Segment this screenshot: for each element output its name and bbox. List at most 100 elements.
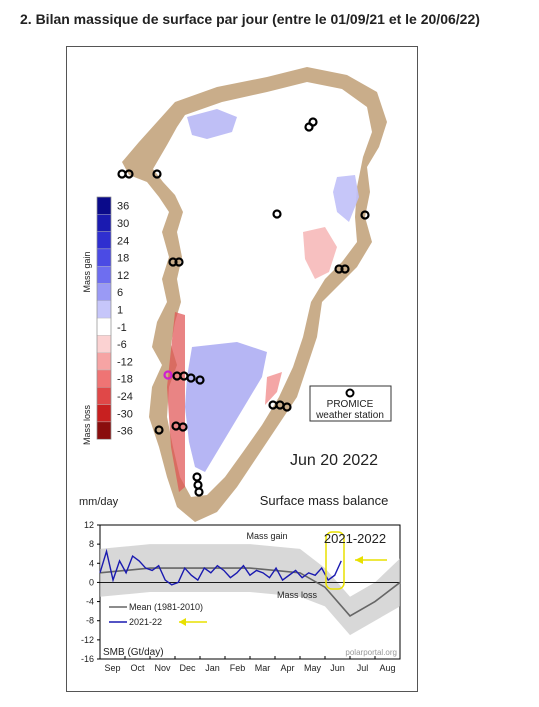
current-period-box (325, 531, 345, 590)
chart-ylabel: SMB (Gt/day) (103, 647, 164, 658)
smb-figure: PROMICE weather station Jun 20 2022 Surf… (66, 46, 418, 692)
x-tick-label: Mar (255, 663, 271, 673)
colorbar-segment (96, 196, 112, 215)
page-heading: 2. Bilan massique de surface par jour (e… (20, 11, 480, 27)
station-marker (174, 257, 184, 267)
colorbar-tick-label: -30 (117, 408, 133, 420)
colorbar-tick-label: -6 (117, 339, 127, 351)
annotation-loss: Mass loss (277, 590, 318, 600)
promice-stations (117, 117, 370, 497)
annotation-gain: Mass gain (246, 531, 287, 541)
series-line-mean (99, 567, 401, 617)
mass-loss-southeast (265, 372, 282, 405)
station-marker (154, 425, 164, 435)
chart-legend: Mean (1981-2010) 2021-22 (109, 602, 207, 627)
series-line-current (99, 548, 342, 586)
map-caption: Surface mass balance (260, 493, 389, 508)
y-tick-label: 0 (89, 577, 94, 587)
year-highlight (325, 531, 387, 590)
colorbar-segment (96, 369, 112, 388)
colorbar-segment (96, 387, 112, 405)
x-tick-label: Feb (230, 663, 246, 673)
mass-gain-area-south (185, 342, 267, 472)
chart-axes: 12 8 4 0 -4 -8 -12 -16 Sep Oct Nov Dec Jan Feb Mar Apr M… (81, 520, 400, 673)
station-marker (340, 264, 350, 274)
colorbar-tick-label: 1 (117, 304, 123, 316)
x-tick-label: Apr (280, 663, 294, 673)
station-marker (195, 375, 205, 385)
smb-figure-svg: PROMICE weather station Jun 20 2022 Surf… (79, 67, 401, 673)
y-tick-label: -8 (86, 616, 94, 626)
variability-band (100, 544, 400, 636)
colorbar-segment (96, 248, 112, 267)
year-arrow-head (355, 556, 363, 564)
promice-legend-line2: weather station (315, 410, 384, 421)
station-marker (178, 422, 188, 432)
mass-gain-area-north (187, 109, 237, 139)
station-marker (282, 402, 292, 412)
colorbar-tick-label: 12 (117, 270, 129, 282)
colorbar-unit: mm/day (79, 496, 119, 508)
legend-arrow-head (179, 618, 186, 626)
mass-gain-area-east (333, 175, 359, 222)
station-marker (186, 373, 196, 383)
station-marker (308, 117, 318, 127)
colorbar-tick-label: -18 (117, 374, 133, 386)
x-tick-label: Jun (330, 663, 345, 673)
colorbar-frame (96, 196, 112, 440)
station-marker (272, 209, 282, 219)
colorbar: 36 30 24 18 12 6 1 -1 -6 -12 -18 -24 -30 -36 (96, 196, 133, 440)
x-tick-label: Nov (154, 663, 171, 673)
variability-band-area (100, 544, 400, 636)
y-tick-label: -12 (81, 635, 94, 645)
colorbar-gain-label: Mass gain (82, 251, 92, 292)
y-tick-label: -4 (86, 597, 94, 607)
colorbar-segment (96, 317, 112, 336)
chart-source: polarportal.org (345, 648, 397, 657)
colorbar-segment (96, 300, 112, 319)
greenland-map (117, 67, 387, 522)
chart-title: 2021-2022 (324, 531, 386, 546)
station-marker (360, 210, 370, 220)
x-tick-label: Oct (130, 663, 145, 673)
colorbar-tick-label: 18 (117, 253, 129, 265)
colorbar-segment (96, 352, 112, 371)
smb-time-series-chart: 12 8 4 0 -4 -8 -12 -16 Sep Oct Nov Dec Jan Feb Mar Apr M… (81, 520, 401, 673)
legend-label-mean: Mean (1981-2010) (129, 602, 203, 612)
y-tick-label: 4 (89, 558, 94, 568)
x-tick-label: Jan (205, 663, 220, 673)
promice-legend-line1: PROMICE (327, 399, 374, 410)
x-tick-label: Aug (379, 663, 395, 673)
legend-label-current: 2021-22 (129, 617, 162, 627)
colorbar-tick-label: -12 (117, 356, 133, 368)
colorbar-tick-label: 6 (117, 287, 123, 299)
colorbar-segment (96, 421, 112, 440)
map-date-label: Jun 20 2022 (290, 452, 378, 469)
colorbar-loss-label: Mass loss (82, 405, 92, 446)
promice-legend-box (309, 385, 392, 422)
colorbar-segment (96, 283, 112, 301)
colorbar-tick-label: 24 (117, 235, 129, 247)
colorbar-segment (96, 231, 112, 250)
station-marker (124, 169, 134, 179)
promice-legend-marker (345, 388, 355, 398)
y-tick-label: 12 (84, 520, 94, 530)
station-marker (152, 169, 162, 179)
colorbar-tick-label: 30 (117, 218, 129, 230)
mass-loss-east (303, 227, 337, 279)
x-tick-label: Dec (179, 663, 196, 673)
chart-series (99, 548, 401, 617)
mass-loss-west (167, 312, 185, 492)
y-tick-label: -16 (81, 654, 94, 664)
station-marker-highlight (163, 370, 173, 380)
x-tick-label: Jul (357, 663, 369, 673)
colorbar-tick-label: -36 (117, 426, 133, 438)
station-marker (194, 487, 204, 497)
y-tick-label: 8 (89, 539, 94, 549)
station-marker (192, 472, 202, 482)
x-tick-label: May (304, 663, 322, 673)
promice-legend: PROMICE weather station (309, 385, 392, 422)
x-tick-label: Sep (104, 663, 120, 673)
colorbar-segment (96, 404, 112, 423)
colorbar-tick-label: 36 (117, 201, 129, 213)
